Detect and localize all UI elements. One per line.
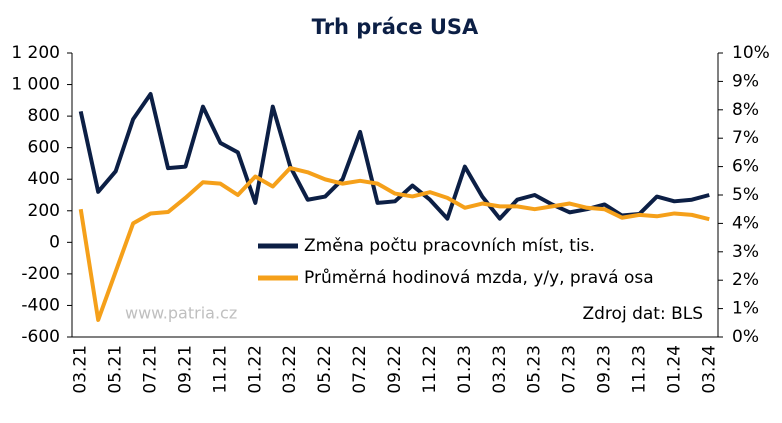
x-tick-label: 07.21 — [141, 345, 161, 394]
chart-title: Trh práce USA — [312, 15, 479, 39]
y2-tick-label: 6% — [732, 157, 759, 177]
x-tick-label: 07.23 — [560, 345, 580, 394]
source-note: Zdroj dat: BLS — [582, 304, 703, 324]
x-tick-label: 01.23 — [455, 345, 475, 394]
y-tick-label: 400 — [28, 169, 60, 189]
x-tick-label: 11.22 — [420, 345, 440, 394]
y-tick-label: -600 — [21, 327, 60, 347]
y2-tick-label: 4% — [732, 213, 759, 233]
series-line — [78, 166, 710, 322]
y-tick-label: 600 — [28, 138, 60, 158]
legend-label: Změna počtu pracovních míst, tis. — [304, 236, 595, 256]
y2-tick-label: 0% — [732, 327, 759, 347]
series-line — [78, 92, 710, 221]
y2-tick-label: 10% — [732, 43, 770, 63]
y2-tick-label: 9% — [732, 71, 759, 91]
y2-tick-label: 7% — [732, 128, 759, 148]
y2-tick-label: 1% — [732, 299, 759, 319]
x-tick-label: 01.22 — [245, 345, 265, 394]
y-tick-label: 1 000 — [11, 75, 60, 95]
x-tick-label: 05.21 — [106, 345, 126, 394]
y-tick-label: 1 200 — [11, 43, 60, 63]
y2-tick-label: 3% — [732, 242, 759, 262]
x-tick-label: 09.22 — [385, 345, 405, 394]
x-tick-label: 05.22 — [315, 345, 335, 394]
x-tick-label: 09.23 — [595, 345, 615, 394]
y2-tick-label: 8% — [732, 100, 759, 120]
y-tick-label: 200 — [28, 201, 60, 221]
x-tick-label: 09.21 — [175, 345, 195, 394]
y2-tick-label: 2% — [732, 270, 759, 290]
x-tick-label: 01.24 — [664, 345, 684, 394]
y-tick-label: -400 — [21, 295, 60, 315]
legend-label: Průměrná hodinová mzda, y/y, pravá osa — [304, 268, 654, 288]
x-tick-label: 03.21 — [71, 345, 91, 394]
x-tick-label: 11.21 — [210, 345, 230, 394]
watermark: www.patria.cz — [125, 304, 237, 323]
x-tick-label: 03.23 — [490, 345, 510, 394]
y2-tick-label: 5% — [732, 185, 759, 205]
x-tick-label: 03.24 — [699, 345, 719, 394]
y-tick-label: 800 — [28, 106, 60, 126]
x-tick-label: 11.23 — [629, 345, 649, 394]
x-tick-label: 05.23 — [525, 345, 545, 394]
y-tick-label: -200 — [21, 264, 60, 284]
x-tick-label: 07.22 — [350, 345, 370, 394]
y-tick-label: 0 — [49, 232, 60, 252]
x-tick-label: 03.22 — [280, 345, 300, 394]
